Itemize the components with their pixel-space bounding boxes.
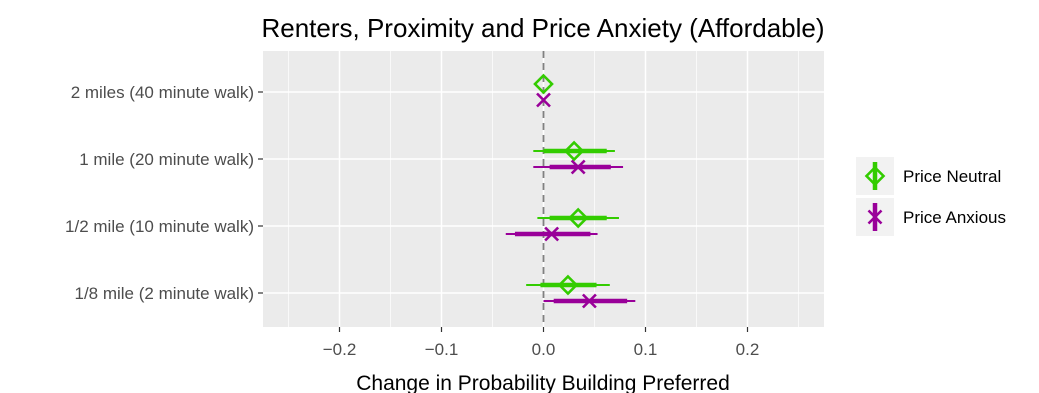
legend-label: Price Neutral (903, 167, 1001, 186)
y-tick-label: 2 miles (40 minute walk) (71, 83, 254, 102)
x-tick-label: −0.1 (425, 340, 459, 359)
series-price-anxious (505, 92, 636, 309)
legend-label: Price Anxious (903, 208, 1006, 227)
y-tick-label: 1/2 mile (10 minute walk) (65, 217, 254, 236)
x-axis: −0.2 −0.1 0.0 0.1 0.2 (323, 327, 760, 359)
x-marker (867, 209, 883, 225)
diamond-marker (557, 274, 579, 296)
x-marker (570, 159, 586, 175)
x-marker (536, 92, 551, 108)
diamond-marker (864, 165, 886, 187)
diamond-marker (563, 140, 585, 162)
legend: Price Neutral Price Anxious (856, 157, 1006, 236)
chart-title: Renters, Proximity and Price Anxiety (Af… (261, 13, 824, 43)
series-price-neutral (526, 73, 619, 296)
y-tick-label: 1/8 mile (2 minute walk) (74, 284, 254, 303)
x-tick-label: 0.0 (532, 340, 556, 359)
y-axis: 2 miles (40 minute walk) 1 mile (20 minut… (65, 83, 263, 303)
legend-item: Price Anxious (856, 198, 1006, 236)
y-tick-label: 1 mile (20 minute walk) (79, 150, 254, 169)
x-marker (581, 293, 597, 309)
x-marker (544, 226, 560, 242)
x-axis-title: Change in Probability Building Preferred (356, 372, 730, 393)
diamond-marker (567, 207, 589, 229)
x-tick-label: 0.1 (634, 340, 658, 359)
legend-item: Price Neutral (856, 157, 1001, 195)
plot-panel (263, 51, 824, 327)
x-tick-label: −0.2 (323, 340, 357, 359)
x-tick-label: 0.2 (736, 340, 760, 359)
diamond-marker (533, 73, 554, 95)
